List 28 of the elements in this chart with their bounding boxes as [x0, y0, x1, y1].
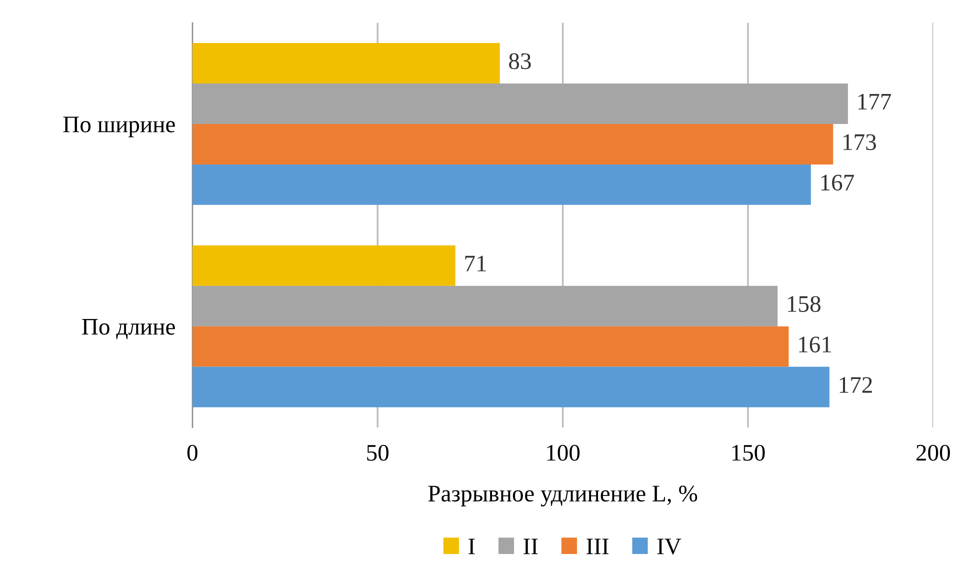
legend-label: III — [586, 538, 608, 554]
legend-label: IV — [657, 538, 682, 555]
x-tick-label: 200 — [916, 444, 950, 461]
bar — [192, 84, 848, 124]
legend-label: I — [468, 538, 475, 554]
bar — [192, 245, 456, 286]
data-label: 71 — [465, 256, 486, 272]
data-label: 177 — [858, 94, 892, 110]
y-tick-label: По ширине — [63, 116, 175, 138]
bar — [192, 43, 500, 84]
data-label: 158 — [788, 296, 820, 312]
x-axis-title: Разрывное удлинение L, % — [428, 486, 698, 506]
bar — [192, 164, 811, 205]
data-label: 167 — [821, 174, 854, 191]
data-label: 173 — [844, 134, 876, 150]
legend-label: II — [524, 538, 538, 554]
data-label: 83 — [509, 53, 531, 70]
data-label: 172 — [840, 377, 872, 393]
data-label: 161 — [799, 336, 832, 352]
x-tick-label: 50 — [367, 444, 388, 461]
x-tick-label: 100 — [547, 444, 580, 461]
x-tick-label: 150 — [732, 444, 765, 461]
x-tick-label: 0 — [187, 444, 198, 461]
bar — [192, 124, 834, 164]
bar — [192, 326, 789, 367]
y-tick-label: По длине — [82, 319, 175, 340]
bar — [192, 286, 778, 326]
bar — [192, 366, 830, 408]
